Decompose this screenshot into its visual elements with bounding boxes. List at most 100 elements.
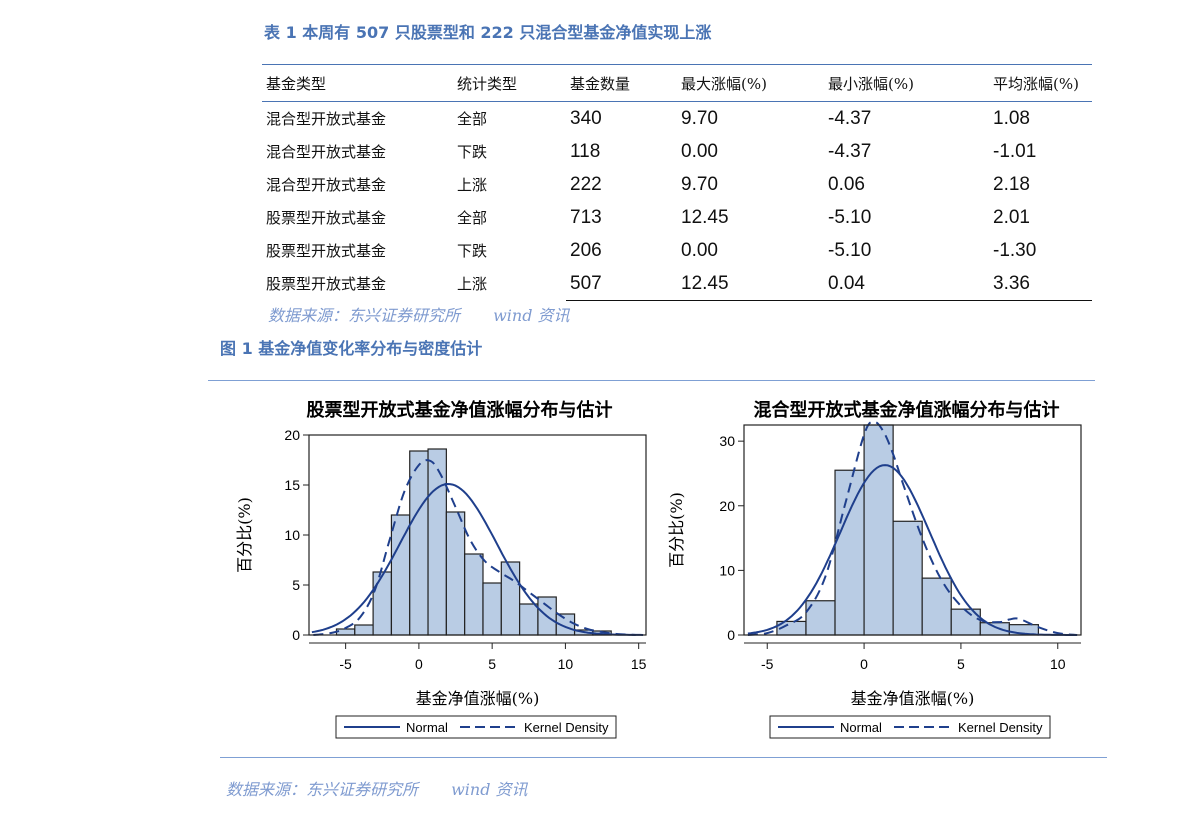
table-caption: 表 1 本周有 507 只股票型和 222 只混合型基金净值实现上涨 (264, 23, 712, 42)
table-cell: -4.37 (828, 107, 872, 129)
y-tick-label: 30 (719, 433, 735, 449)
y-axis-label: 百分比(%) (235, 497, 254, 573)
table-row: 股票型开放式基金 全部 713 12.45 -5.10 2.01 (262, 201, 1092, 234)
table-cell: 507 (566, 267, 677, 301)
figure-source: 数据来源：东兴证券研究所 wind 资讯 (226, 776, 556, 800)
y-tick-label: 10 (719, 562, 735, 578)
table-source-org: 数据来源：东兴证券研究所 (268, 306, 461, 325)
legend-normal-label: Normal (840, 720, 882, 735)
table-cell: 118 (570, 140, 601, 162)
header-max-gain: 最大涨幅(%) (681, 74, 767, 93)
x-tick-label: -5 (339, 656, 352, 672)
histogram-bar (390, 514, 411, 636)
table-cell: 混合型开放式基金 (266, 176, 387, 194)
chart-title: 股票型开放式基金净值涨幅分布与估计 (306, 399, 613, 421)
plot-frame (743, 424, 1082, 636)
table-cell: -5.10 (828, 239, 872, 261)
table-cell: 0.00 (681, 239, 718, 261)
table-row: 混合型开放式基金 下跌 118 0.00 -4.37 -1.01 (262, 135, 1092, 168)
legend-kernel-label: Kernel Density (958, 720, 1043, 735)
histogram-bar (863, 424, 894, 636)
header-avg-gain: 平均涨幅(%) (993, 74, 1079, 93)
table-cell: 12.45 (681, 206, 729, 228)
histogram-bar (500, 561, 521, 636)
y-tick-label: 10 (284, 527, 300, 543)
table-cell: 下跌 (457, 143, 488, 161)
chart-title: 混合型开放式基金净值涨幅分布与估计 (754, 399, 1060, 421)
histogram-bar (409, 450, 429, 636)
table-cell: -5.10 (828, 206, 872, 228)
x-tick-label: 5 (957, 656, 965, 672)
histogram-bar (979, 622, 1010, 636)
table-cell: 9.70 (681, 173, 718, 195)
table-cell: 1.08 (993, 107, 1030, 129)
table-cell: 股票型开放式基金 (266, 242, 387, 260)
table-cell: 股票型开放式基金 (266, 209, 387, 227)
legend-normal-label: Normal (406, 720, 448, 735)
histogram-bar (445, 511, 466, 636)
kernel-density-curve (747, 420, 1078, 636)
x-tick-label: 15 (631, 656, 647, 672)
y-tick-label: 5 (292, 577, 300, 593)
table-cell: 全部 (457, 110, 488, 128)
table-row: 股票型开放式基金 下跌 206 0.00 -5.10 -1.30 (262, 234, 1092, 267)
normal-curve (747, 464, 1078, 636)
histogram-bar (921, 577, 952, 636)
chart-hybrid-funds: 混合型开放式基金净值涨幅分布与估计 0 10 20 30 -5 0 5 10 基金净值涨幅(%) 百… (667, 399, 1082, 739)
table-cell: 全部 (457, 209, 488, 227)
y-axis-label: 百分比(%) (667, 492, 686, 568)
histogram-bar (892, 520, 923, 636)
x-tick-label: 0 (860, 656, 868, 672)
header-stat-type: 统计类型 (457, 74, 518, 93)
table-cell: -4.37 (828, 140, 872, 162)
table-cell: 股票型开放式基金 (266, 275, 387, 294)
table-cell: 12.45 (677, 267, 824, 301)
table-row: 股票型开放式基金 上涨 507 12.45 0.04 3.36 (262, 267, 1092, 301)
x-tick-label: -5 (761, 656, 774, 672)
table-cell: 上涨 (457, 275, 488, 294)
chart-stock-funds: 股票型开放式基金净值涨幅分布与估计 0 5 10 15 20 -5 0 5 10 15 基金净值涨幅(… (235, 399, 647, 739)
y-tick-label: 15 (284, 477, 300, 493)
table-cell: -1.01 (993, 140, 1037, 162)
y-tick-label: 0 (292, 627, 300, 643)
normal-curve (311, 482, 644, 636)
histogram-bar (464, 553, 484, 636)
table-cell: 3.36 (989, 267, 1092, 301)
table-cell: 2.01 (993, 206, 1030, 228)
histogram-bar (482, 582, 502, 636)
table-cell: 0.00 (681, 140, 718, 162)
table-row: 混合型开放式基金 全部 340 9.70 -4.37 1.08 (262, 102, 1092, 136)
x-tick-label: 10 (558, 656, 574, 672)
header-fund-type: 基金类型 (266, 74, 327, 93)
table-cell: 混合型开放式基金 (266, 110, 387, 128)
table-cell: 0.04 (824, 267, 989, 301)
header-min-gain: 最小涨幅(%) (828, 74, 914, 93)
figure-source-org: 数据来源：东兴证券研究所 (226, 780, 419, 799)
x-tick-label: 0 (415, 656, 423, 672)
table-cell: 0.06 (828, 173, 865, 195)
table-cell: 713 (570, 206, 602, 228)
table-cell: 混合型开放式基金 (266, 143, 387, 161)
histogram-bar (519, 603, 539, 636)
y-tick-label: 20 (719, 498, 735, 514)
table-cell: 2.18 (993, 173, 1030, 195)
table-cell: 上涨 (457, 176, 488, 194)
figure-caption: 图 1 基金净值变化率分布与密度估计 (220, 339, 483, 358)
histogram-bar (372, 571, 393, 636)
kernel-density-curve (313, 459, 636, 636)
table-row: 混合型开放式基金 上涨 222 9.70 0.06 2.18 (262, 168, 1092, 201)
x-tick-label: 5 (488, 656, 496, 672)
x-axis-label: 基金净值涨幅(%) (851, 689, 975, 708)
table-cell: 206 (570, 239, 602, 261)
x-tick-label: 10 (1050, 656, 1066, 672)
table-source-wind: wind 资讯 (493, 306, 570, 325)
table-header-row: 基金类型 统计类型 基金数量 最大涨幅(%) 最小涨幅(%) 平均涨幅(%) (262, 64, 1092, 102)
header-fund-count: 基金数量 (570, 74, 631, 93)
fund-stats-table: 基金类型 统计类型 基金数量 最大涨幅(%) 最小涨幅(%) 平均涨幅(%) 混… (262, 64, 1092, 301)
histogram-bar (834, 469, 865, 636)
table-cell: 222 (570, 173, 602, 195)
table-source: 数据来源：东兴证券研究所 wind 资讯 (268, 302, 598, 326)
figure-source-wind: wind 资讯 (451, 780, 528, 799)
histogram-bar (354, 624, 374, 636)
table-cell: 340 (570, 107, 602, 129)
